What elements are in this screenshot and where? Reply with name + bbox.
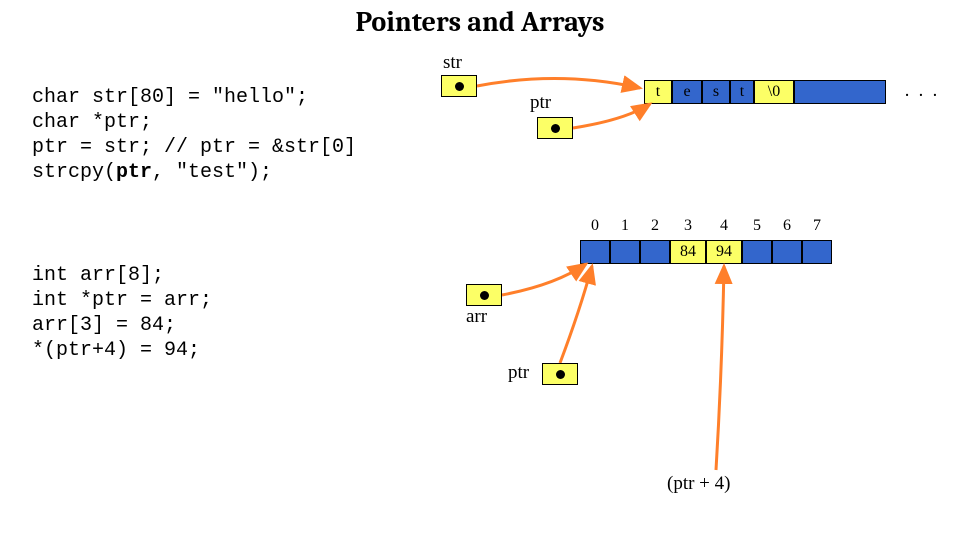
label-ptr-plus-4: (ptr + 4) — [667, 473, 730, 495]
label-arr: arr — [466, 306, 487, 328]
int-cell — [772, 240, 802, 264]
ptr-pointer-box-top — [537, 117, 573, 139]
char-cell: t — [644, 80, 672, 104]
ellipsis: . . . — [905, 78, 940, 101]
char-cell: e — [672, 80, 702, 104]
page-title: Pointers and Arrays — [0, 6, 960, 38]
int-cell — [742, 240, 772, 264]
char-cell: s — [702, 80, 730, 104]
code-block-2: int arr[8]; int *ptr = arr; arr[3] = 84;… — [32, 238, 212, 363]
arr-pointer-box — [466, 284, 502, 306]
array-index: 0 — [585, 217, 605, 235]
int-cell: 84 — [670, 240, 706, 264]
ptr-pointer-box-bottom — [542, 363, 578, 385]
label-ptr-bottom: ptr — [508, 362, 529, 384]
array-index: 5 — [747, 217, 767, 235]
code-line: ptr = str; // ptr = &str[0] — [32, 136, 356, 159]
char-cell: t — [730, 80, 754, 104]
code-line: *(ptr+4) = 94; — [32, 339, 200, 362]
code-line: char *ptr; — [32, 111, 152, 134]
array-index: 1 — [615, 217, 635, 235]
code-line: int *ptr = arr; — [32, 289, 212, 312]
label-str: str — [443, 52, 462, 74]
int-cell — [802, 240, 832, 264]
code-line: int arr[8]; — [32, 264, 164, 287]
array-index: 7 — [807, 217, 827, 235]
array-index: 2 — [645, 217, 665, 235]
code-line: char str[80] = "hello"; — [32, 86, 308, 109]
array-index: 3 — [678, 217, 698, 235]
int-cell: 94 — [706, 240, 742, 264]
str-pointer-box — [441, 75, 477, 97]
label-ptr-top: ptr — [530, 92, 551, 114]
array-index: 6 — [777, 217, 797, 235]
array-index: 4 — [714, 217, 734, 235]
int-cell — [610, 240, 640, 264]
int-cell — [640, 240, 670, 264]
code-line: strcpy(ptr, "test"); — [32, 161, 272, 184]
code-line: arr[3] = 84; — [32, 314, 176, 337]
int-cell — [580, 240, 610, 264]
char-cell — [794, 80, 886, 104]
char-cell: \0 — [754, 80, 794, 104]
code-block-1: char str[80] = "hello"; char *ptr; ptr =… — [32, 60, 356, 185]
